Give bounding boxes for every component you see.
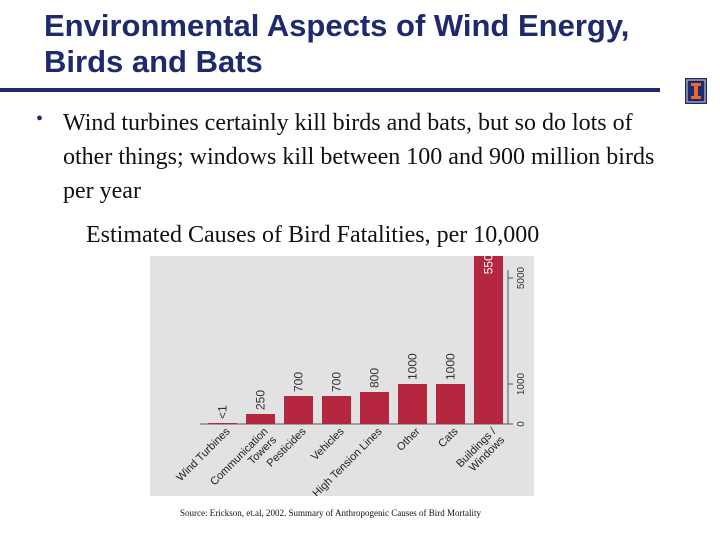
bar-value-label: 700 [292, 372, 306, 392]
university-logo-icon [685, 78, 707, 104]
bar-value-label: 700 [330, 372, 344, 392]
bar-0 [208, 423, 237, 424]
bird-fatalities-chart: 0 1000 5000 <1 250 700 700 800 1000 1000 5500 Wind … [150, 246, 534, 500]
bullet-marker: • [36, 108, 44, 130]
bar-7 [474, 246, 503, 424]
bar-value-label: 250 [254, 390, 268, 410]
bullet-text: Wind turbines certainly kill birds and b… [63, 110, 655, 204]
chart-caption: Estimated Causes of Bird Fatalities, per… [86, 222, 540, 248]
y-axis-tick-label: 0 [516, 421, 527, 427]
y-axis-tick-label: 1000 [516, 372, 527, 395]
source-citation: Source: Erickson, et.al, 2002. Summary o… [180, 508, 481, 518]
bar-5 [398, 384, 427, 424]
chart-background [150, 256, 534, 496]
bar-value-label: <1 [216, 405, 230, 419]
bar-value-label: 1000 [444, 353, 458, 380]
title-divider [0, 88, 660, 92]
bar-value-label: 5500 [482, 256, 496, 274]
slide-title: Environmental Aspects of Wind Energy, Bi… [44, 8, 630, 79]
bar-3 [322, 396, 351, 424]
bar-value-label: 800 [368, 368, 382, 388]
bar-1 [246, 414, 275, 424]
bar-4 [360, 392, 389, 424]
bar-value-label: 1000 [406, 353, 420, 380]
bar-6 [436, 384, 465, 424]
y-axis-tick-label: 5000 [516, 266, 527, 289]
bar-2 [284, 396, 313, 424]
